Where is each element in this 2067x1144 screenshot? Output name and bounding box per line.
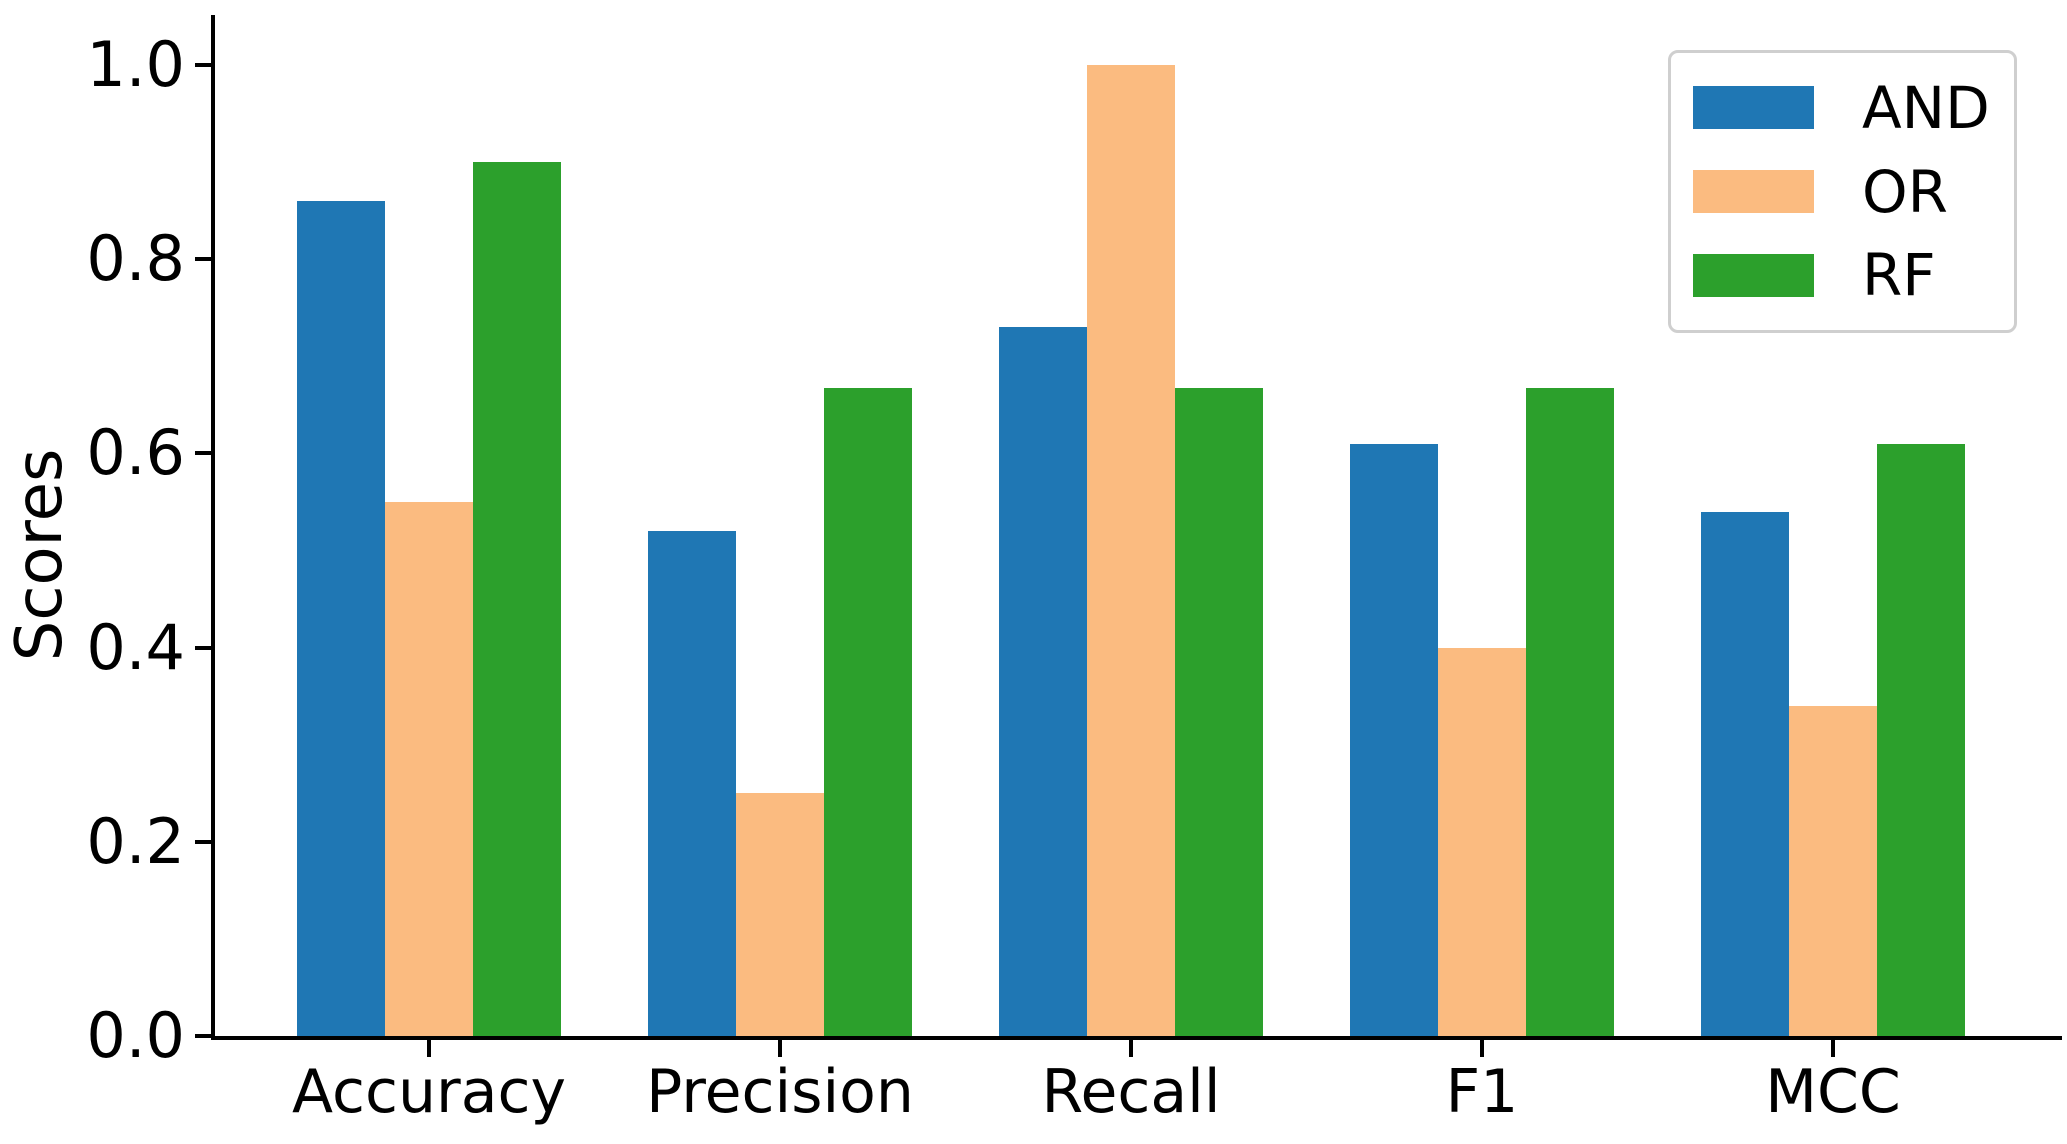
- x-tick-mark: [778, 1040, 782, 1057]
- bar-mcc-rf: [1877, 444, 1965, 1036]
- x-tick-mark: [1831, 1040, 1835, 1057]
- legend-item-or: OR: [1671, 163, 2014, 221]
- x-axis-spine: [211, 1036, 2062, 1040]
- x-tick-mark: [1480, 1040, 1484, 1057]
- legend-label-and: AND: [1862, 73, 1990, 142]
- y-tick-label: 0.6: [86, 416, 185, 490]
- y-tick-label: 0.8: [86, 222, 185, 296]
- bar-accuracy-rf: [473, 162, 561, 1036]
- bar-precision-or: [736, 793, 824, 1036]
- bar-f1-rf: [1526, 388, 1614, 1036]
- y-tick-mark: [195, 451, 211, 456]
- bar-recall-and: [999, 327, 1087, 1036]
- y-tick-mark: [195, 1034, 211, 1038]
- y-tick-label: 0.4: [86, 610, 185, 684]
- bar-f1-or: [1438, 648, 1526, 1036]
- x-tick-mark: [1129, 1040, 1133, 1057]
- legend-swatch-and: [1693, 86, 1814, 130]
- bar-recall-or: [1087, 65, 1175, 1036]
- legend-item-and: AND: [1671, 79, 2014, 137]
- y-axis-spine: [211, 15, 215, 1040]
- y-tick-label: 0.0: [86, 999, 185, 1072]
- y-tick-mark: [195, 645, 211, 650]
- y-tick-label: 1.0: [86, 28, 185, 101]
- legend-swatch-rf: [1693, 253, 1814, 297]
- bar-accuracy-and: [297, 201, 385, 1036]
- legend-label-or: OR: [1862, 157, 1948, 226]
- bar-accuracy-or: [385, 502, 473, 1036]
- y-tick-mark: [195, 257, 211, 262]
- x-tick-mark: [427, 1040, 431, 1057]
- legend-label-rf: RF: [1862, 241, 1936, 310]
- legend: AND OR RF: [1668, 50, 2017, 333]
- x-tick-label-precision: Precision: [646, 1057, 914, 1127]
- x-tick-label-mcc: MCC: [1765, 1057, 1901, 1127]
- y-tick-label: 0.2: [86, 804, 185, 878]
- bar-mcc-and: [1701, 512, 1789, 1036]
- bar-recall-rf: [1175, 388, 1263, 1036]
- x-tick-label-f1: F1: [1445, 1057, 1519, 1127]
- legend-item-rf: RF: [1671, 246, 2014, 304]
- y-tick-mark: [195, 63, 211, 67]
- bar-precision-and: [648, 531, 736, 1036]
- bar-f1-and: [1350, 444, 1438, 1036]
- bar-mcc-or: [1789, 706, 1877, 1036]
- legend-swatch-or: [1693, 170, 1814, 213]
- y-tick-mark: [195, 839, 211, 844]
- bar-precision-rf: [824, 388, 912, 1036]
- x-tick-label-accuracy: Accuracy: [292, 1057, 566, 1127]
- x-tick-label-recall: Recall: [1041, 1057, 1221, 1127]
